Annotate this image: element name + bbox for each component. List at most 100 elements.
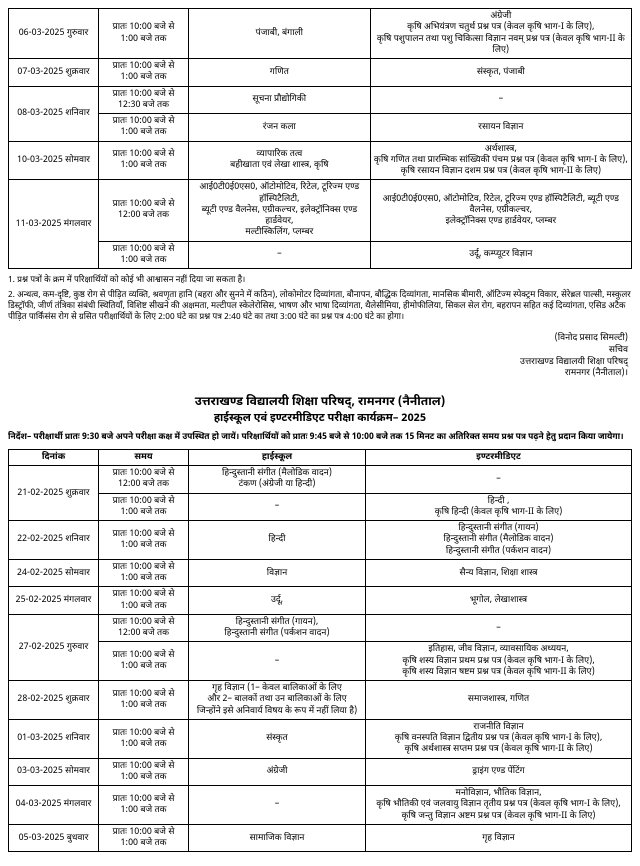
intermediate-cell: रसायन विज्ञान [370,114,631,142]
table-row: 27-02-2025 गुरुवारप्रातः 10:00 बजे से12:… [9,614,632,642]
intermediate-cell: समाजशास्त्र, गणित [366,681,632,720]
table-row: 03-03-2025 सोमवारप्रातः 10:00 बजे से1:00… [9,758,632,786]
highschool-cell: गणित [189,59,371,87]
highschool-cell: – [189,786,366,825]
highschool-cell: संस्कृत [189,719,366,758]
intermediate-cell: अर्थशास्त्र,कृषि गणित तथा प्रारम्भिक सां… [370,141,631,180]
table-row: 04-03-2025 मंगलवारप्रातः 10:00 बजे से1:0… [9,786,632,825]
time-cell: प्रातः 10:00 बजे से12:00 बजे तक [99,466,189,494]
highschool-cell: आई0टी0ई0एस0, ऑटोमोटिव, रिटेल, टूरिज्म एण… [189,180,371,241]
table-row: 22-02-2025 शनिवारप्रातः 10:00 बजे से1:00… [9,521,632,560]
highschool-cell: – [189,493,366,521]
intermediate-cell: संस्कृत, पंजाबी [370,59,631,87]
time-cell: प्रातः 10:00 बजे से1:00 बजे तक [99,758,189,786]
hdr-time: समय [99,449,189,465]
time-cell: प्रातः 10:00 बजे से1:00 बजे तक [99,824,189,852]
signatory-name: (विनोद प्रसाद सिमल्टी) [8,333,628,345]
date-cell: 10-03-2025 सोमवार [9,141,99,180]
highschool-cell: – [189,241,371,269]
main-exam-schedule-table: दिनांक समय हाईस्कूल इण्टरमीडिएट 21-02-20… [8,449,632,853]
highschool-cell: सामाजिक विज्ञान [189,824,366,852]
instructions: निर्देश– परीक्षार्थी प्रातः 9:30 बजे अपन… [8,432,632,443]
signatory-post: सचिव [8,345,628,357]
date-cell: 01-03-2025 शनिवार [9,719,99,758]
note-2: 2. अन्धत्व, कम-दृष्टि, कुष्ठ रोग से पीड़… [8,290,632,323]
date-cell: 25-02-2025 मंगलवार [9,587,99,615]
intermediate-cell: आई0टी0ई0एस0, ऑटोमोटिव, रिटेल, टूरिज्म एण… [370,180,631,241]
table-row: 01-03-2025 शनिवारप्रातः 10:00 बजे से1:00… [9,719,632,758]
date-cell: 05-03-2025 बुधवार [9,824,99,852]
highschool-cell: विज्ञान [189,559,366,587]
highschool-cell: अंग्रेजी [189,758,366,786]
time-cell: प्रातः 10:00 बजे से1:00 बजे तक [99,719,189,758]
board-title: उत्तराखण्ड विद्यालयी शिक्षा परिषद्, रामन… [8,394,632,410]
time-cell: प्रातः 10:00 बजे से1:00 बजे तक [99,642,189,681]
time-cell: प्रातः 10:00 बजे से1:00 बजे तक [99,587,189,615]
time-cell: प्रातः 10:00 बजे से1:00 बजे तक [99,521,189,560]
intermediate-cell: – [366,466,632,494]
highschool-cell: – [189,642,366,681]
table-row: प्रातः 10:00 बजे से1:00 बजे तक–हिन्दी ,क… [9,493,632,521]
intermediate-cell: सैन्य विज्ञान, शिक्षा शास्त्र [366,559,632,587]
time-cell: प्रातः 10:00 बजे से1:00 बजे तक [99,559,189,587]
intermediate-cell: हिन्दुस्तानी संगीत (गायन)हिन्दुस्तानी सं… [366,521,632,560]
time-cell: प्रातः 10:00 बजे से1:00 बजे तक [99,9,189,59]
date-cell: 22-02-2025 शनिवार [9,521,99,560]
date-cell: 11-03-2025 मंगलवार [9,180,99,269]
time-cell: प्रातः 10:00 बजे से1:00 बजे तक [99,786,189,825]
time-cell: प्रातः 10:00 बजे से1:00 बजे तक [99,493,189,521]
table-row: 11-03-2025 मंगलवारप्रातः 10:00 बजे से12:… [9,180,632,241]
table-row: 21-02-2025 शुक्रवारप्रातः 10:00 बजे से12… [9,466,632,494]
highschool-cell: सूचना प्रौद्योगिकी [189,86,371,114]
time-cell: प्रातः 10:00 बजे से1:00 बजे तक [99,241,189,269]
highschool-cell: हिन्दुस्तानी संगीत (गायन),हिन्दुस्तानी स… [189,614,366,642]
table-row: 05-03-2025 बुधवारप्रातः 10:00 बजे से1:00… [9,824,632,852]
table-row: प्रातः 10:00 बजे से1:00 बजे तक–उर्दू, कम… [9,241,632,269]
intermediate-cell: राजनीति विज्ञानकृषि वनस्पति विज्ञान द्वि… [366,719,632,758]
date-cell: 27-02-2025 गुरुवार [9,614,99,680]
time-cell: प्रातः 10:00 बजे से12:00 बजे तक [99,180,189,241]
signatory-place: रामनगर (नैनीताल)। [8,368,628,380]
top-exam-schedule-table: 06-03-2025 गुरुवारप्रातः 10:00 बजे से1:0… [8,8,632,269]
date-cell: 21-02-2025 शुक्रवार [9,466,99,521]
hdr-highschool: हाईस्कूल [189,449,366,465]
time-cell: प्रातः 10:00 बजे से1:00 बजे तक [99,114,189,142]
date-cell: 06-03-2025 गुरुवार [9,9,99,59]
intermediate-cell: उर्दू, कम्प्यूटर विज्ञान [370,241,631,269]
intermediate-cell: मनोविज्ञान, भौतिक विज्ञान,कृषि भौतिकी एव… [366,786,632,825]
intermediate-cell: गृह विज्ञान [366,824,632,852]
intermediate-cell: हिन्दी ,कृषि हिन्दी (केवल कृषि भाग-II के… [366,493,632,521]
table-row: 10-03-2025 सोमवारप्रातः 10:00 बजे से1:00… [9,141,632,180]
date-cell: 28-02-2025 शुक्रवार [9,681,99,720]
time-cell: प्रातः 10:00 बजे से1:00 बजे तक [99,681,189,720]
table-row: 24-02-2025 सोमवारप्रातः 10:00 बजे से1:00… [9,559,632,587]
intermediate-cell: इतिहास, जीव विज्ञान, व्यावसायिक अध्ययन,क… [366,642,632,681]
time-cell: प्रातः 10:00 बजे से1:00 बजे तक [99,141,189,180]
table-row: 06-03-2025 गुरुवारप्रातः 10:00 बजे से1:0… [9,9,632,59]
note-1: 1. प्रश्न पत्रों के क्रम में परिक्षार्थि… [8,275,632,286]
date-cell: 24-02-2025 सोमवार [9,559,99,587]
table-row: 25-02-2025 मंगलवारप्रातः 10:00 बजे से1:0… [9,587,632,615]
table-row: प्रातः 10:00 बजे से1:00 बजे तक–इतिहास, ज… [9,642,632,681]
table-row: 28-02-2025 शुक्रवारप्रातः 10:00 बजे से1:… [9,681,632,720]
table-row: 08-03-2025 शनिवारप्रातः 10:00 बजे से12:3… [9,86,632,114]
highschool-cell: हिन्दी [189,521,366,560]
signature-block: (विनोद प्रसाद सिमल्टी) सचिव उत्तराखण्ड व… [8,333,628,380]
header-row: दिनांक समय हाईस्कूल इण्टरमीडिएट [9,449,632,465]
intermediate-cell: – [366,614,632,642]
highschool-cell: हिन्दुस्तानी संगीत (मैलोडिक वादन)टंकण (अ… [189,466,366,494]
highschool-cell: रंजन कला [189,114,371,142]
time-cell: प्रातः 10:00 बजे से12:30 बजे तक [99,86,189,114]
highschool-cell: गृह विज्ञान (1– केवल बालिकाओं के लिएऔर 2… [189,681,366,720]
intermediate-cell: – [370,86,631,114]
table-row: प्रातः 10:00 बजे से1:00 बजे तकरंजन कलारस… [9,114,632,142]
time-cell: प्रातः 10:00 बजे से12:00 बजे तक [99,614,189,642]
highschool-cell: व्यापारिक तत्वबहीखाता एवं लेखा शास्त्र, … [189,141,371,180]
highschool-cell: पंजाबी, बंगाली [189,9,371,59]
schedule-subtitle: हाईस्कूल एवं इण्टरमीडिएट परीक्षा कार्यक्… [8,412,632,426]
time-cell: प्रातः 10:00 बजे से1:00 बजे तक [99,59,189,87]
hdr-intermediate: इण्टरमीडिएट [366,449,632,465]
date-cell: 03-03-2025 सोमवार [9,758,99,786]
date-cell: 08-03-2025 शनिवार [9,86,99,141]
signatory-org: उत्तराखण्ड विद्यालयी शिक्षा परिषद् [8,357,628,369]
